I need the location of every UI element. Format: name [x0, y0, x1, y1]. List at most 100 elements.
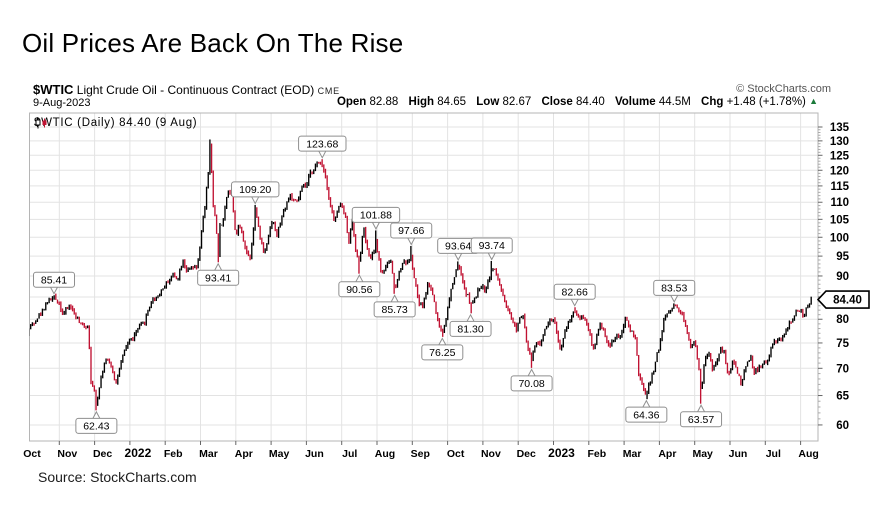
instrument-name: Light Crude Oil - Continuous Contract (E… — [76, 83, 315, 97]
y-axis: 6065707580859095100105110115120125130135 — [818, 122, 850, 432]
x-tick-label: Mar — [199, 448, 218, 460]
y-tick-label: 70 — [836, 363, 849, 375]
y-tick-label: 110 — [830, 197, 849, 209]
x-tick-label: Jun — [729, 448, 748, 460]
annotation-label: 93.41 — [205, 273, 231, 285]
x-tick-label: Apr — [235, 448, 253, 460]
x-tick-label: Oct — [447, 448, 465, 460]
annotation-label: 101.88 — [360, 210, 392, 222]
close-value: 84.40 — [575, 96, 605, 108]
chart-legend: $WTIC (Daily) 84.40 (9 Aug) — [34, 117, 197, 129]
annotation-box — [75, 417, 118, 434]
ticker-header: $WTIC Light Crude Oil - Continuous Contr… — [33, 82, 340, 97]
annotation-label: 83.53 — [661, 283, 687, 295]
last-price-tag: 84.40 — [816, 290, 870, 309]
y-tick-label: 135 — [830, 122, 850, 134]
annotation-label: 85.41 — [41, 274, 67, 286]
annotation-label: 63.57 — [688, 414, 714, 426]
annotation-box — [470, 237, 513, 254]
annotation-label: 64.36 — [633, 409, 659, 421]
x-tick-label: Jun — [305, 448, 324, 460]
y-tick-label: 105 — [830, 214, 850, 226]
y-tick-label: 95 — [836, 251, 849, 263]
y-tick-label: 80 — [836, 314, 849, 326]
change-label: Chg — [701, 96, 724, 108]
volume-label: Volume — [614, 96, 656, 108]
annotation-label: 81.30 — [457, 324, 483, 336]
annotation-box — [390, 222, 433, 239]
annotation-box — [351, 206, 401, 223]
open-pair: Open 82.88 — [337, 96, 398, 108]
y-tick-label: 100 — [830, 232, 849, 244]
annotation-box — [231, 181, 280, 198]
annotation-box — [680, 411, 723, 428]
x-tick-label: Dec — [93, 448, 112, 460]
annotation-label: 97.66 — [398, 225, 424, 237]
annotation-box — [421, 344, 464, 361]
close-label: Close — [541, 96, 573, 108]
annotation-box — [197, 269, 240, 286]
annotation-box — [553, 283, 596, 300]
volume-pair: Volume 44.5M — [615, 96, 691, 108]
plot-border — [29, 112, 819, 442]
annotation-box — [653, 279, 696, 296]
annotation-box — [338, 281, 381, 298]
open-value: 82.88 — [369, 96, 399, 108]
quote-date: 9-Aug-2023 — [33, 97, 91, 109]
x-tick-label: Jul — [342, 448, 357, 460]
x-tick-label: Aug — [798, 448, 818, 460]
annotation-label: 123.68 — [306, 138, 338, 150]
change-pair: Chg +1.48 (+1.78%) — [701, 96, 806, 108]
annotation-box — [33, 271, 76, 288]
change-value: +1.48 (+1.78%) — [726, 96, 806, 108]
x-tick-label: May — [269, 448, 290, 460]
y-tick-label: 65 — [836, 391, 849, 403]
annotation-label: 93.64 — [445, 241, 471, 253]
x-tick-label: Feb — [164, 448, 183, 460]
x-tick-label: Feb — [587, 448, 606, 460]
annotation-label: 93.74 — [479, 240, 505, 252]
x-tick-label: 2022 — [125, 446, 152, 460]
high-pair: High 84.65 — [409, 96, 467, 108]
y-tick-label: 90 — [836, 271, 849, 283]
x-tick-label: Apr — [658, 448, 676, 460]
x-tick-label: Jul — [766, 448, 781, 460]
candlestick-icon — [35, 117, 47, 129]
x-tick-label: 2023 — [548, 446, 575, 460]
annotation-box — [625, 406, 668, 423]
chart-legend-text: $WTIC (Daily) 84.40 (9 Aug) — [34, 117, 198, 129]
annotation-label: 90.56 — [346, 284, 372, 296]
x-tick-label: Nov — [481, 448, 501, 460]
x-axis: Oct Nov Dec 2022 Feb Mar Apr May Jun Jul Aug Sep Oct… — [23, 441, 819, 460]
y-tick-label: 60 — [836, 420, 849, 432]
x-tick-label: Dec — [517, 448, 536, 460]
x-tick-label: May — [692, 448, 713, 460]
high-value: 84.65 — [437, 96, 467, 108]
annotation-label: 70.08 — [518, 378, 544, 390]
low-label: Low — [476, 96, 500, 108]
low-pair: Low 82.67 — [476, 96, 531, 108]
annotation-label: 82.66 — [562, 286, 588, 298]
annotation-label: 85.73 — [382, 304, 408, 316]
high-label: High — [408, 96, 435, 108]
page-title: Oil Prices Are Back On The Rise — [22, 28, 404, 58]
annotation-box — [373, 301, 416, 318]
annotation-label: 109.20 — [239, 184, 271, 196]
x-tick-label: Sep — [411, 448, 430, 460]
annotation-box — [449, 320, 492, 337]
low-value: 82.67 — [502, 96, 532, 108]
gridlines — [29, 113, 818, 441]
annotation-box — [298, 135, 347, 152]
ticker-symbol: $WTIC — [33, 82, 74, 97]
ohlc-quote-row: Open 82.88 High 84.65 Low 82.67 Close 84… — [330, 96, 818, 108]
y-tick-label: 120 — [830, 165, 849, 177]
y-tick-label: 75 — [836, 338, 849, 350]
y-tick-label: 130 — [830, 136, 849, 148]
stockcharts-copyright: © StockCharts.com — [736, 83, 831, 95]
volume-value: 44.5M — [658, 96, 691, 108]
source-note: Source: StockCharts.com — [38, 469, 197, 485]
close-pair: Close 84.40 — [541, 96, 604, 108]
x-tick-label: Mar — [623, 448, 642, 460]
